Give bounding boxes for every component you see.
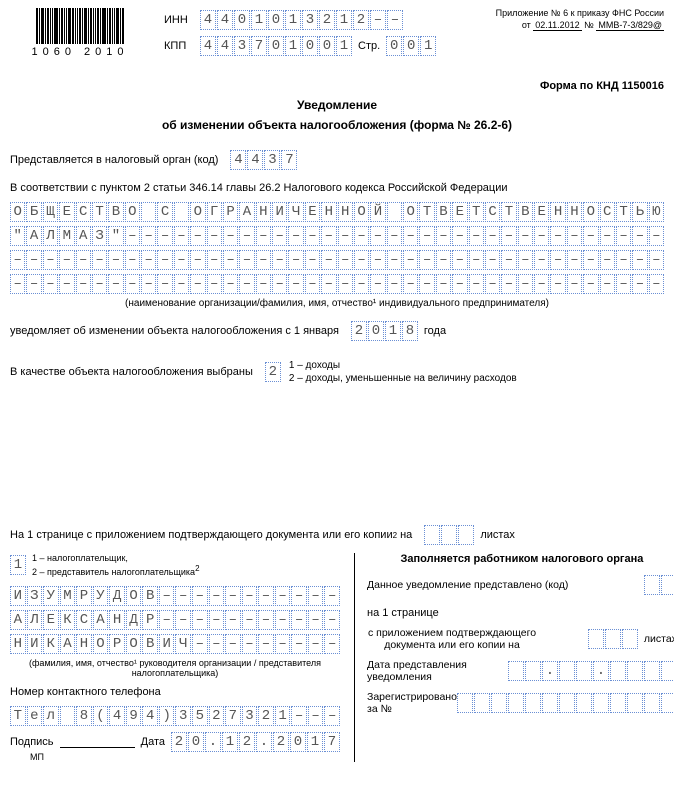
- barcode-number: 1060 2010: [10, 46, 150, 58]
- org-name-hint: (наименование организации/фамилия, имя, …: [10, 298, 664, 309]
- org-name-row-1: ОБЩЕСТВОСОГРАНИЧЕННОЙОТВЕТСТВЕННОСТЬЮ: [10, 202, 664, 222]
- phone-cells: Тел8(494)3527321–––: [10, 706, 340, 726]
- present-label: Представляется в налоговый орган (код): [10, 154, 218, 166]
- fio-row-1: ИЗУМРУДОВ–––––––––––: [10, 586, 340, 606]
- barcode: [10, 8, 150, 44]
- registration-number: [457, 693, 674, 713]
- kpp-label: КПП: [164, 40, 200, 52]
- org-name-row-3: ––––––––––––––––––––––––––––––––––––––––: [10, 250, 664, 270]
- signature-line: [60, 735, 135, 748]
- phone-label: Номер контактного телефона: [10, 686, 340, 698]
- signature-label: Подпись: [10, 736, 54, 748]
- official-section-title: Заполняется работником налогового органа: [367, 553, 674, 565]
- page-label: Стр.: [358, 40, 380, 52]
- year-cells: 2018: [351, 321, 418, 341]
- barcode-block: 1060 2010: [10, 8, 150, 58]
- submitter-type: 1: [10, 555, 26, 575]
- submission-date: ..: [508, 661, 674, 681]
- on-page-label: на 1 странице: [367, 607, 674, 619]
- object-legend: 1 – доходы 2 – доходы, уменьшенные на ве…: [289, 359, 517, 385]
- date-label: Дата: [141, 736, 165, 748]
- fio-row-2: АЛЕКСАНДР–––––––––––: [10, 610, 340, 630]
- object-label: В качестве объекта налогообложения выбра…: [10, 366, 253, 378]
- submitter-legend: 1 – налогоплательщик, 2 – представитель …: [32, 553, 200, 578]
- fio-row-3: НИКАНОРОВИЧ–––––––––: [10, 634, 340, 654]
- inn-label: ИНН: [164, 14, 200, 26]
- stamp-label: МП: [10, 752, 340, 762]
- kpp-cells: 443701001: [200, 36, 352, 56]
- official-sheets: [588, 629, 638, 649]
- tax-authority-code: 4437: [230, 150, 297, 170]
- annex-info: Приложение № 6 к приказу ФНС России от 0…: [496, 8, 664, 31]
- year-suffix: года: [424, 325, 446, 337]
- law-reference: В соответствии с пунктом 2 статьи 346.14…: [10, 182, 664, 194]
- org-name-row-2: "АЛМАЗ"–––––––––––––––––––––––––––––––––: [10, 226, 664, 246]
- doc-title-2: об изменении объекта налогообложения (фо…: [10, 118, 664, 132]
- form-code: Форма по КНД 1150016: [10, 80, 664, 92]
- fio-hint: (фамилия, имя, отчество¹ руководителя ор…: [10, 658, 340, 678]
- doc-title-1: Уведомление: [10, 98, 664, 112]
- org-name-row-4: ––––––––––––––––––––––––––––––––––––––––: [10, 274, 664, 294]
- sign-date-cells: 20.12.2017: [171, 732, 340, 752]
- page-cells: 001: [386, 36, 436, 56]
- submission-code: [644, 575, 674, 595]
- inn-cells: 4401013212––: [200, 10, 403, 30]
- object-value: 2: [265, 362, 281, 382]
- notify-label: уведомляет об изменении объекта налогооб…: [10, 325, 339, 337]
- attachment-sheets: [424, 525, 474, 545]
